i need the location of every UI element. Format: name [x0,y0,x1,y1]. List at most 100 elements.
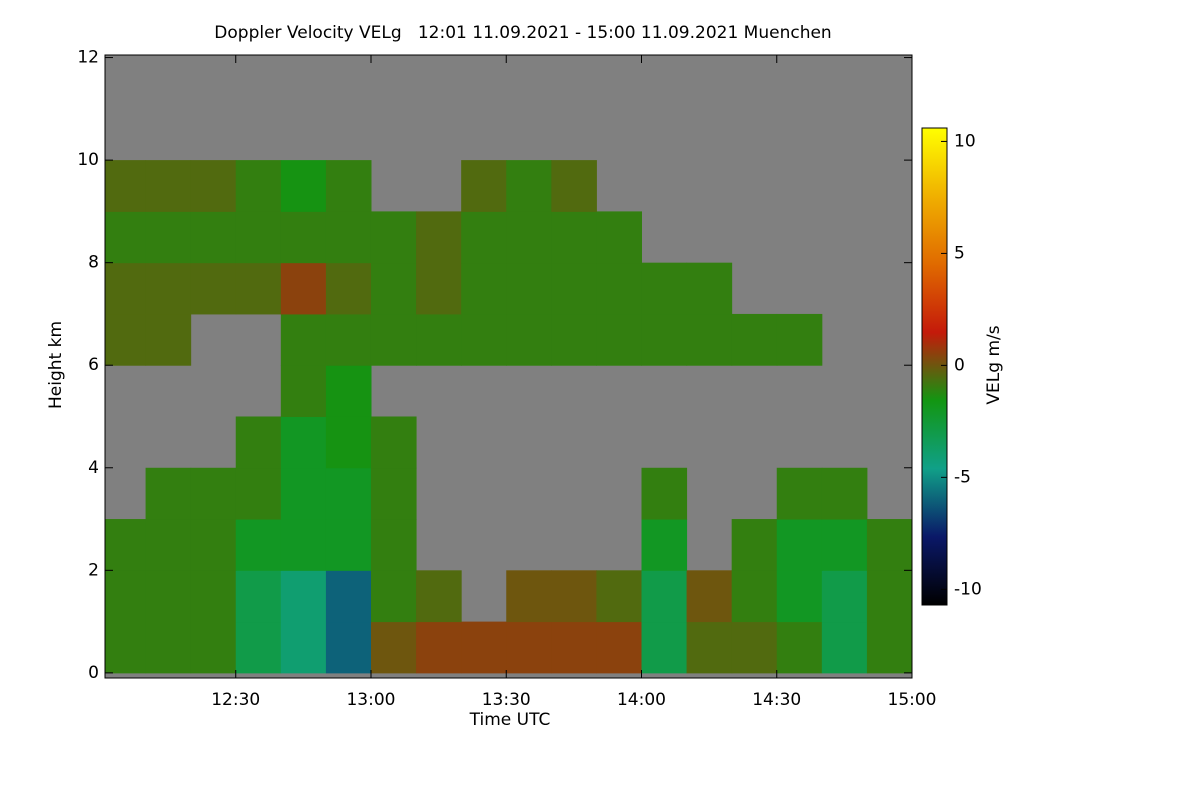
x-tick-label: 15:00 [888,690,937,710]
heatmap-cell [641,467,688,520]
heatmap-cell [596,211,642,264]
colorbar-tick-label: 0 [954,355,965,375]
heatmap-cell [506,570,552,623]
heatmap-cell [821,621,868,674]
heatmap-cell [190,262,237,315]
heatmap-cell [416,313,462,366]
heatmap-cell [280,621,327,674]
heatmap-cell [280,365,327,417]
heatmap-cell [105,211,147,264]
heatmap-cell [821,570,868,623]
heatmap-cell [776,467,823,520]
x-tick-label: 13:30 [482,690,531,710]
heatmap-cell [731,621,778,674]
heatmap-cell [145,160,192,212]
plot-frame [104,54,913,679]
colorbar-tick-label: 10 [954,131,976,151]
heatmap-cell [325,313,372,366]
heatmap-cell [190,621,237,674]
heatmap-cell [370,313,417,366]
heatmap-cell [370,211,417,264]
heatmap-cell [416,570,462,623]
heatmap-cell [596,570,642,623]
heatmap-cell [105,160,147,212]
heatmap-cell [235,160,282,212]
heatmap-cell [280,570,327,623]
heatmap-cell [105,621,147,674]
heatmap-cell [105,570,147,623]
y-tick-label: 12 [77,48,99,68]
heatmap-cell [280,313,327,366]
x-tick-label: 12:30 [211,690,260,710]
heatmap-cell [325,160,372,212]
heatmap-cell [145,262,192,315]
heatmap-cell [145,519,192,571]
heatmap-cell [866,621,912,674]
heatmap-cell [105,262,147,315]
chart-title: Doppler Velocity VELg 12:01 11.09.2021 -… [214,23,831,43]
colorbar-label: VELg m/s [984,325,1004,404]
heatmap-cell [686,570,733,623]
heatmap-cell [731,519,778,571]
colorbar [921,127,948,606]
heatmap-cell [235,467,282,520]
heatmap-cell [731,313,778,366]
heatmap-cell [506,313,552,366]
y-tick-label: 8 [88,253,99,273]
heatmap-cell [776,313,823,366]
heatmap-cell [596,313,642,366]
colorbar-tick-label: -10 [954,579,982,599]
heatmap-cell [280,416,327,469]
colorbar-tick-label: -5 [954,467,971,487]
heatmap-cell [686,621,733,674]
heatmap-cell [280,160,327,212]
heatmap-cell [551,570,597,623]
heatmap-cell [370,570,417,623]
heatmap-cell [731,570,778,623]
heatmap-cell [235,211,282,264]
heatmap-cell [416,621,462,674]
heatmap-cell [821,519,868,571]
heatmap-cell [325,365,372,417]
heatmap-cell [145,621,192,674]
y-tick-label: 2 [88,560,99,580]
heatmap-cell [325,519,372,571]
y-tick-label: 6 [88,355,99,375]
heatmap-cell [370,519,417,571]
heatmap-cell [145,211,192,264]
heatmap-cell [461,160,507,212]
y-axis-label: Height km [46,321,66,409]
heatmap-cell [280,467,327,520]
heatmap-cell [686,313,733,366]
heatmap-cell [325,467,372,520]
heatmap-cell [235,519,282,571]
heatmap-cell [325,570,372,623]
heatmap-cell [370,621,417,674]
heatmap-cell [416,211,462,264]
heatmap-cell [145,313,192,366]
heatmap-cell [235,621,282,674]
heatmap-cell [370,467,417,520]
heatmap-cell [551,160,597,212]
x-tick-label: 14:00 [617,690,666,710]
heatmap-cell [461,262,507,315]
heatmap-cell [325,262,372,315]
heatmap-cell [776,570,823,623]
heatmap-cell [506,262,552,315]
heatmap-cell [145,570,192,623]
heatmap-cell [551,262,597,315]
heatmap-cell [235,570,282,623]
heatmap-cell [190,211,237,264]
heatmap-cell [551,313,597,366]
heatmap-cell [190,570,237,623]
heatmap-cell [370,416,417,469]
y-tick-label: 10 [77,150,99,170]
y-tick-label: 4 [88,458,99,478]
heatmap-cell [776,621,823,674]
heatmap-cell [506,160,552,212]
heatmap-cell [506,621,552,674]
heatmap-cell [641,519,688,571]
heatmap-cell [596,262,642,315]
heatmap-cell [641,570,688,623]
